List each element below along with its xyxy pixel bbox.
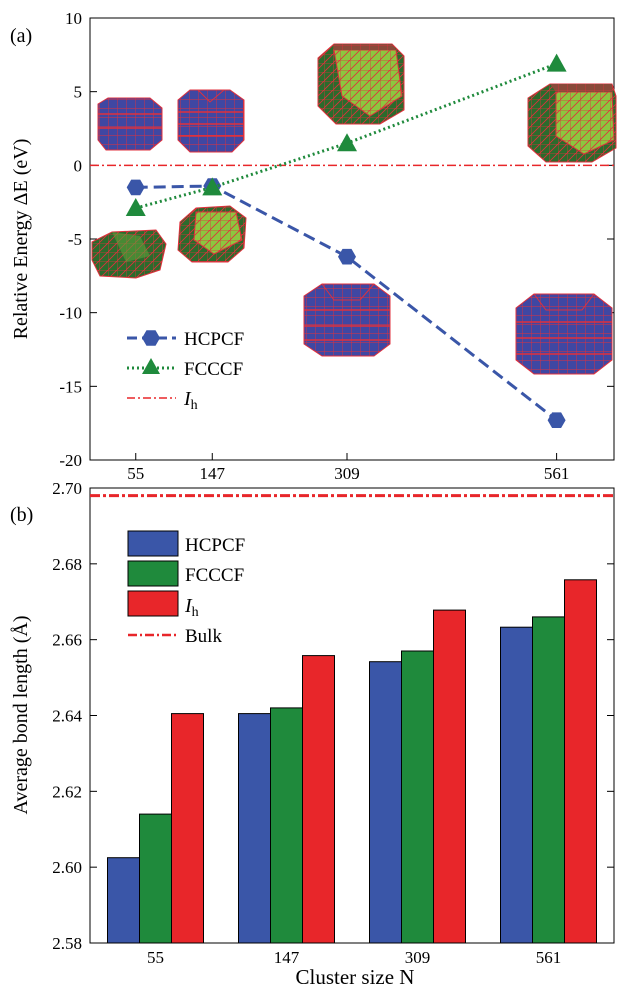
- bar-ih: [564, 579, 597, 944]
- panel-a-legend: HCPCF FCCCF Ih: [127, 329, 244, 413]
- data-point-fcccf: [546, 53, 567, 72]
- panel-b-y-axis-title: Average bond length (Å): [10, 615, 32, 814]
- hexagon-marker-icon: [142, 330, 160, 346]
- series-line-fcccf: [135, 62, 558, 210]
- fcc-cluster-icon: [177, 205, 247, 263]
- panel-a-x-axis: 55 147 309 561: [127, 453, 569, 483]
- triangle-marker-icon: [142, 358, 160, 374]
- y-tick-label: -5: [68, 230, 82, 249]
- y-tick-label: 0: [74, 156, 83, 175]
- x-tick-label: 147: [274, 948, 300, 967]
- x-tick-label: 561: [536, 948, 562, 967]
- panel-a-y-axis: 10 5 0 -5 -10 -15 -20: [59, 9, 614, 470]
- legend-item-bulk: Bulk: [128, 626, 222, 647]
- hcp-cluster-icon: [303, 283, 391, 357]
- panel-a-y-axis-title: Relative Energy ΔE (eV): [10, 139, 32, 340]
- y-tick-label: 2.58: [52, 934, 82, 953]
- x-tick-label: 561: [544, 464, 570, 483]
- series-line-hcpcf: [135, 184, 558, 422]
- legend-label-ih: Ih: [184, 595, 199, 620]
- y-tick-label: 2.62: [52, 782, 82, 801]
- bar-hcpcf: [238, 713, 271, 944]
- bar-hcpcf: [107, 857, 140, 944]
- data-point-hcpcf: [338, 248, 356, 265]
- x-tick-label: 309: [334, 464, 360, 483]
- panel-b-y-axis: 2.70 2.68 2.66 2.64 2.62 2.60 2.58: [52, 479, 614, 953]
- x-tick-label: 147: [200, 464, 226, 483]
- data-point-fcccf: [202, 177, 223, 196]
- legend-label-hcpcf: HCPCF: [184, 329, 244, 350]
- y-tick-label: 10: [65, 9, 82, 28]
- panel-b-plot-area: [90, 494, 614, 944]
- legend-label-hcpcf: HCPCF: [185, 535, 245, 556]
- legend-item-fcccf: FCCCF: [127, 560, 244, 587]
- bar-ih: [433, 609, 466, 944]
- bar-fcccf: [532, 616, 565, 944]
- legend-item-hcpcf: HCPCF: [127, 329, 244, 350]
- y-tick-label: 2.70: [52, 479, 82, 498]
- bar-fcccf: [139, 813, 172, 944]
- hcp-cluster-icon: [515, 293, 613, 375]
- bar-fcccf: [270, 707, 303, 944]
- fcc-cluster-icon: [527, 83, 617, 163]
- x-tick-label: 309: [405, 948, 431, 967]
- hcp-cluster-icon: [177, 89, 245, 153]
- hcp-cluster-icon: [97, 97, 163, 151]
- panel-b-x-axis: 55 147 309 561: [147, 936, 561, 967]
- data-point-hcpcf: [547, 412, 566, 428]
- legend-label-bulk: Bulk: [185, 626, 222, 647]
- panel-b-x-axis-title: Cluster size N: [296, 965, 415, 989]
- x-tick-label: 55: [127, 464, 144, 483]
- data-point-fcccf: [125, 198, 146, 217]
- y-tick-label: -10: [59, 304, 82, 323]
- panel-b-legend: HCPCF FCCCF Ih Bulk: [127, 530, 245, 647]
- legend-label-fcccf: FCCCF: [185, 565, 244, 586]
- panel-a-plot-area: [90, 53, 614, 428]
- bar-hcpcf: [369, 661, 402, 944]
- legend-item-ih: Ih: [127, 590, 199, 620]
- fcc-cluster-icon: [317, 43, 405, 125]
- x-tick-label: 55: [147, 948, 164, 967]
- y-tick-label: -20: [59, 451, 82, 470]
- panel-a-energy-chart: (a) 10 5 0 -5 -10 -15 -20 55 147 309 561 Relative…: [10, 9, 617, 483]
- bar-ih: [302, 655, 335, 944]
- data-point-hcpcf: [126, 179, 145, 196]
- y-tick-label: 5: [74, 83, 83, 102]
- bar-fcccf: [401, 650, 434, 944]
- fcc-cluster-icon: [91, 229, 167, 279]
- y-tick-label: 2.60: [52, 858, 82, 877]
- panel-a-label: (a): [10, 25, 32, 47]
- legend-item-fcccf: FCCCF: [127, 358, 243, 380]
- bar-ih: [171, 713, 204, 944]
- y-tick-label: 2.68: [52, 555, 82, 574]
- legend-label-ih: Ih: [183, 388, 198, 413]
- data-point-fcccf: [337, 133, 358, 152]
- y-tick-label: 2.66: [52, 631, 82, 650]
- y-tick-label: 2.64: [52, 707, 82, 726]
- legend-label-fcccf: FCCCF: [184, 359, 243, 380]
- y-tick-label: -15: [59, 377, 82, 396]
- legend-item-ih: Ih: [127, 388, 198, 413]
- panel-b-label: (b): [10, 504, 33, 526]
- legend-item-hcpcf: HCPCF: [127, 530, 245, 557]
- bar-hcpcf: [500, 626, 533, 944]
- panel-b-bond-length-chart: (b) 2.70 2.68 2.66 2.64 2.62 2.60 2.58 55 147 30…: [10, 479, 615, 989]
